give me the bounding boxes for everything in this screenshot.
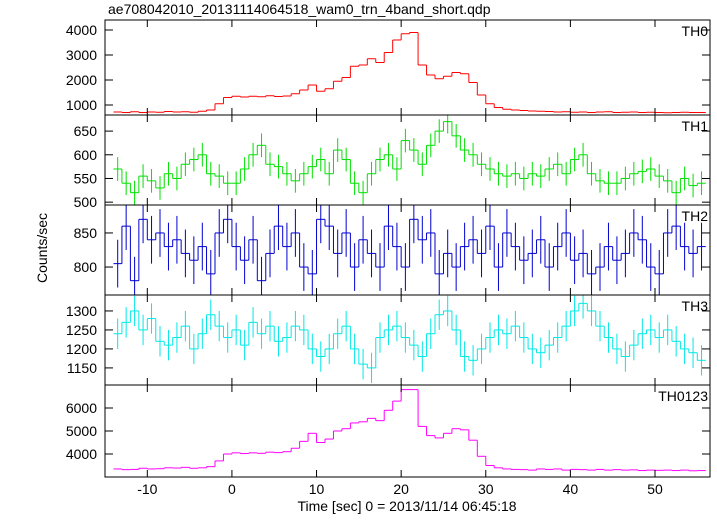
panel-frame — [104, 204, 711, 296]
x-tick-label: 50 — [647, 481, 663, 497]
x-tick-label: 0 — [228, 481, 236, 497]
panel-label: TH1 — [682, 118, 709, 134]
y-tick-label: 600 — [74, 147, 98, 163]
y-tick-label: 4000 — [66, 22, 97, 38]
panel-label: TH0 — [682, 23, 709, 39]
panel-frame — [104, 294, 711, 386]
y-tick-label: 1200 — [66, 341, 97, 357]
chart-title: ae708042010_20131114064518_wam0_trn_4ban… — [108, 1, 491, 17]
y-tick-label: 1150 — [67, 360, 97, 376]
panel-label: TH2 — [682, 208, 709, 224]
x-tick-label: -10 — [137, 481, 157, 497]
y-axis-label: Counts/sec — [34, 213, 50, 283]
y-tick-label: 4000 — [66, 446, 97, 462]
y-tick-label: 6000 — [66, 400, 97, 416]
y-tick-label: 500 — [74, 194, 98, 210]
y-tick-label: 3000 — [66, 47, 97, 63]
x-tick-label: 40 — [563, 481, 579, 497]
y-tick-label: 800 — [74, 259, 98, 275]
x-tick-label: 30 — [478, 481, 494, 497]
x-axis-label: Time [sec] 0 = 2013/11/14 06:45:18 — [297, 498, 516, 514]
y-tick-label: 650 — [74, 123, 98, 139]
y-tick-label: 1300 — [66, 303, 97, 319]
panel-label: TH3 — [682, 298, 709, 314]
y-tick-label: 1250 — [66, 322, 97, 338]
y-tick-label: 550 — [74, 170, 98, 186]
panel-label: TH0123 — [658, 388, 708, 404]
x-tick-label: 10 — [309, 481, 325, 497]
x-tick-label: 20 — [393, 481, 409, 497]
y-tick-label: 2000 — [66, 72, 97, 88]
y-tick-label: 850 — [74, 225, 98, 241]
panel-frame — [104, 384, 711, 478]
y-tick-label: 5000 — [66, 423, 97, 439]
y-tick-label: 1000 — [66, 97, 97, 113]
